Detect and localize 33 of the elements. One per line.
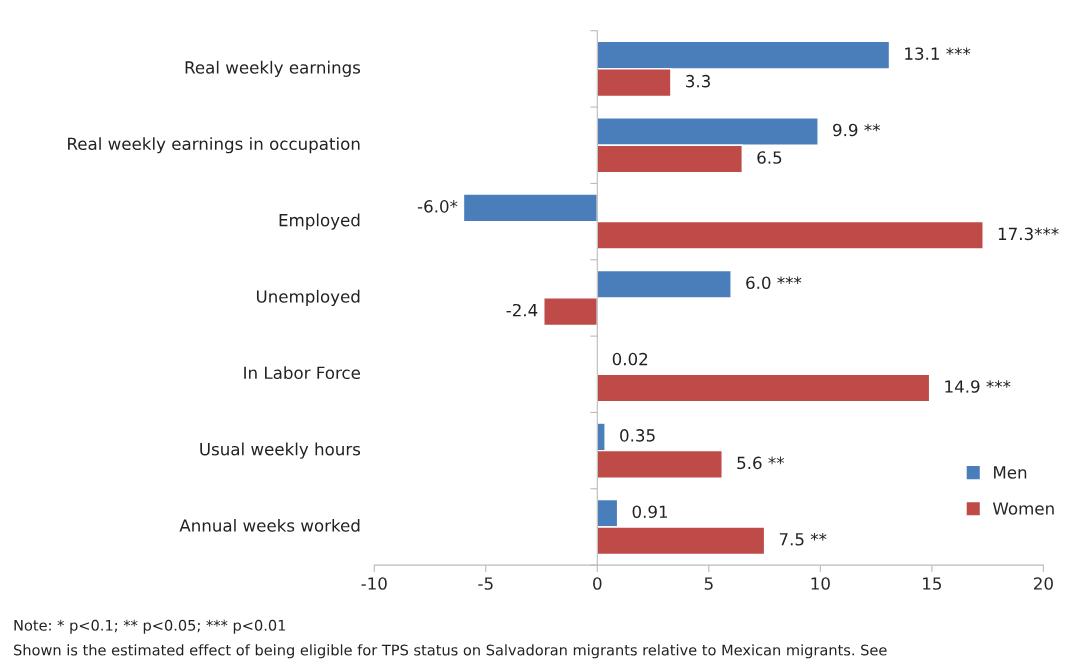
data-label: 14.9 *** (945, 380, 1011, 393)
legend-label: Men (994, 466, 1027, 479)
data-label: 6.0 *** (746, 276, 802, 290)
y-tick-label: In Labor Force (244, 366, 360, 380)
y-tick-label: Real weekly earnings (185, 60, 361, 77)
x-tick-label: -10 (361, 577, 387, 590)
legend-label: Women (992, 502, 1054, 515)
x-tick-label: 10 (811, 577, 830, 590)
data-label: 13.1 *** (905, 47, 971, 60)
data-label: 0.02 (612, 352, 648, 366)
y-tick-label: Annual weeks worked (179, 518, 360, 532)
y-tick-label: Unemployed (256, 289, 360, 306)
text: Shown is the estimated effect of being eligible for TPS status on Salvadoran migrants relative to Mexican migrants. See (14, 644, 887, 659)
data-label: 17.3*** (998, 227, 1059, 241)
data-label: 0.91 (632, 505, 668, 519)
data-label: 0.35 (620, 429, 655, 442)
bar (596, 373, 931, 403)
data-label: 5.6 ** (737, 456, 785, 470)
data-label: 6.5 (757, 151, 782, 164)
x-tick-label: 5 (704, 577, 713, 590)
data-label: 3.3 (686, 74, 710, 88)
x-tick-label: -5 (478, 577, 493, 590)
x-tick-label: 15 (923, 577, 942, 590)
text: Note: * p<0.1; ** p<0.05; *** p<0.01 (14, 619, 286, 634)
data-label: 9.9 ** (833, 123, 880, 137)
x-tick-label: 20 (1034, 577, 1053, 590)
x-tick-label: 0 (593, 577, 602, 590)
y-tick-label: Usual weekly hours (200, 442, 361, 459)
data-label: -6.0* (417, 200, 458, 213)
y-tick-label: Employed (279, 213, 360, 230)
data-label: 7.5 ** (779, 532, 827, 546)
y-tick-label: Real weekly earnings in occupation (68, 137, 360, 154)
data-label: -2.4 (506, 303, 538, 317)
